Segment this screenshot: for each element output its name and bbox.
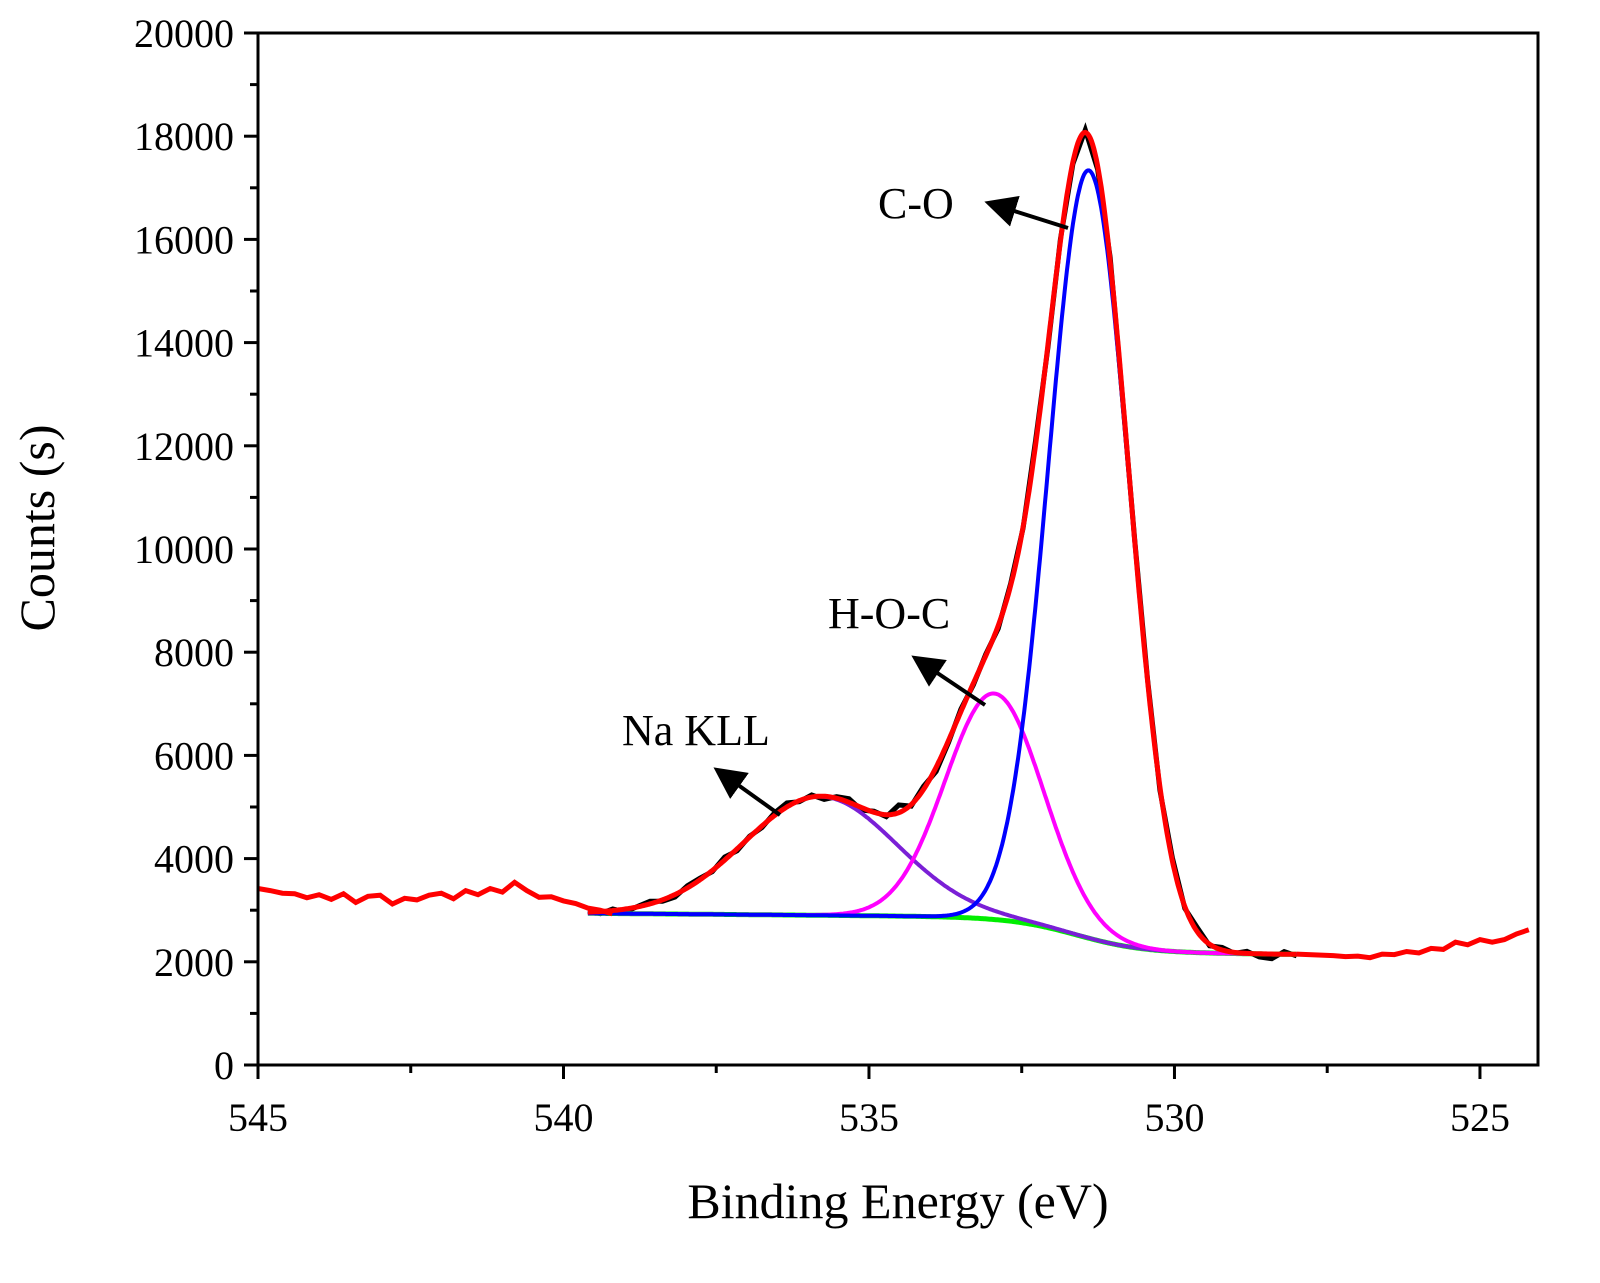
y-tick-label: 2000	[154, 940, 234, 985]
x-tick-label: 525	[1450, 1095, 1510, 1140]
x-tick-label: 540	[533, 1095, 593, 1140]
annotation-h-o-c: H-O-C	[828, 589, 950, 638]
y-tick-label: 0	[214, 1043, 234, 1088]
x-tick-label: 545	[228, 1095, 288, 1140]
y-tick-label: 18000	[134, 114, 234, 159]
envelope-fit-line	[587, 129, 1297, 957]
y-tick-label: 6000	[154, 733, 234, 778]
annotation-c-o: C-O	[878, 179, 954, 228]
x-tick-label: 535	[839, 1095, 899, 1140]
annotation-na-kll: Na KLL	[622, 706, 770, 755]
x-tick-label: 530	[1144, 1095, 1204, 1140]
peak-na-kll	[587, 794, 1297, 957]
axis-ticks: 545 540 535 530 525 0 2000 4000 6000 8000 10000 120…	[134, 11, 1510, 1140]
y-tick-label: 20000	[134, 11, 234, 56]
y-tick-label: 4000	[154, 837, 234, 882]
arrow-h-o-c	[911, 655, 987, 707]
y-tick-label: 12000	[134, 424, 234, 469]
y-axis-label: Counts (s)	[9, 425, 65, 632]
annotations: C-O H-O-C Na KLL	[622, 179, 1069, 817]
raw-data-left	[257, 879, 614, 917]
x-axis-label: Binding Energy (eV)	[687, 1173, 1108, 1229]
raw-data-right	[1296, 927, 1530, 961]
y-tick-label: 14000	[134, 321, 234, 366]
y-tick-label: 16000	[134, 217, 234, 262]
plot-lines	[257, 122, 1530, 962]
raw-data-line	[587, 122, 1298, 962]
arrow-na-kll	[713, 767, 782, 817]
arrow-c-o	[984, 195, 1069, 230]
y-tick-label: 8000	[154, 630, 234, 675]
y-tick-label: 10000	[134, 527, 234, 572]
peak-c-o	[587, 168, 1297, 957]
